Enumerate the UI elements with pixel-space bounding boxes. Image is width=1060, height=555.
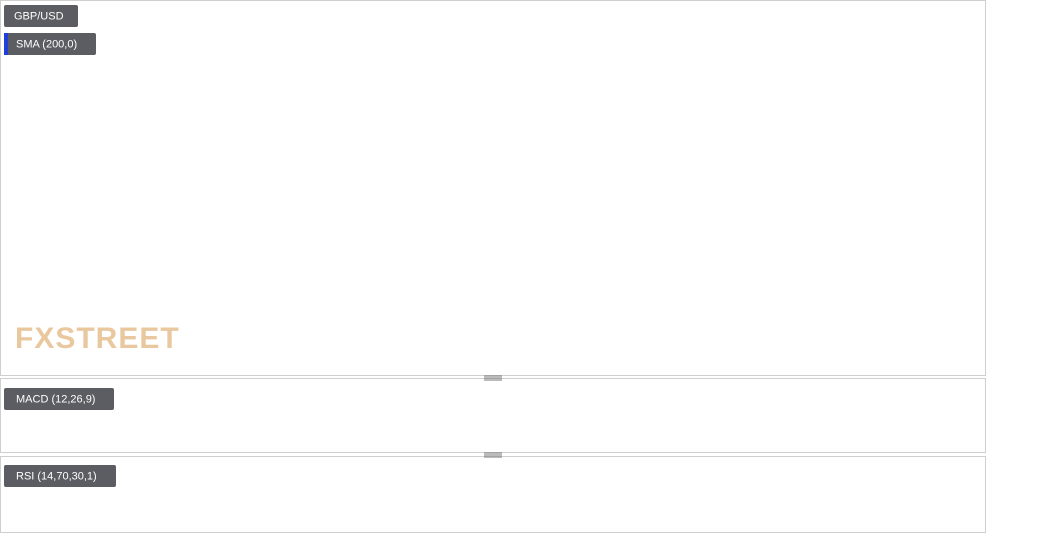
watermark: FXSTREET [15,322,180,355]
rsi-text: RSI (14,70,30,1) [16,470,97,482]
sma-swatch [4,33,8,55]
symbol-text: GBP/USD [14,10,64,22]
symbol-label[interactable]: GBP/USD [4,5,78,27]
sma-label[interactable]: SMA (200,0) [4,33,96,55]
panel-handle[interactable] [484,375,502,381]
sma-text: SMA (200,0) [16,38,77,50]
macd-text: MACD (12,26,9) [16,393,95,405]
panel-handle[interactable] [484,452,502,458]
macd-label[interactable]: MACD (12,26,9) [4,388,114,410]
rsi-label[interactable]: RSI (14,70,30,1) [4,465,116,487]
